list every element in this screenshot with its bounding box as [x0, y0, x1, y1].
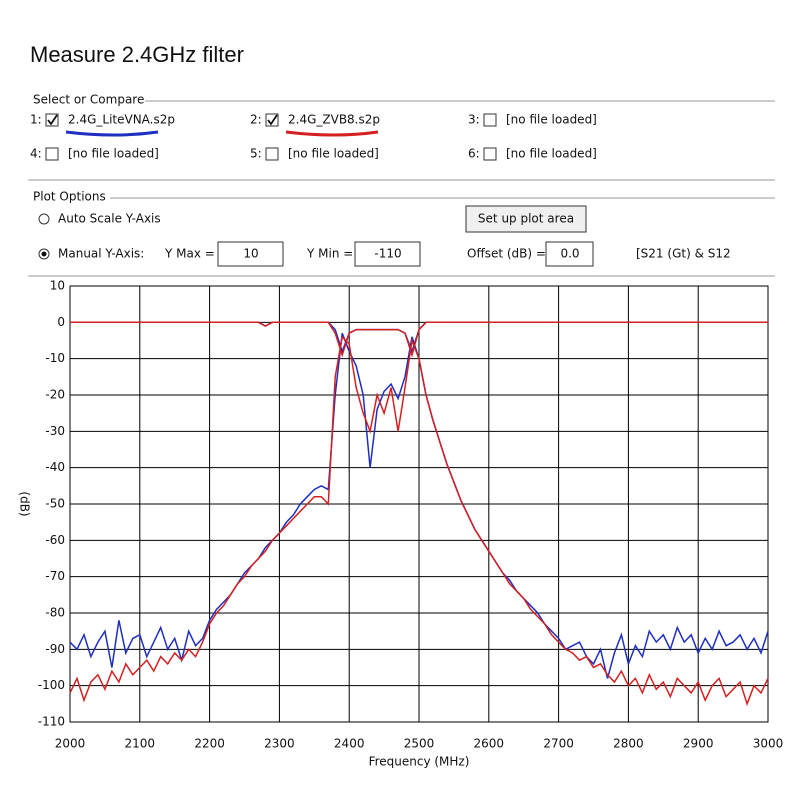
chart: -110-100-90-80-70-60-50-40-30-20-1001020… — [18, 279, 784, 769]
checkbox[interactable] — [265, 147, 279, 161]
button[interactable] — [465, 205, 587, 233]
mode-label: [S21 (Gt) & S12 — [636, 247, 731, 261]
page-title: Measure 2.4GHz filter — [30, 42, 244, 67]
field-label: Y Max = — [164, 247, 215, 261]
checkbox[interactable] — [45, 147, 59, 161]
x-tick-label: 2300 — [264, 737, 295, 751]
y-tick-label: -110 — [38, 715, 65, 729]
x-axis-title: Frequency (MHz) — [369, 755, 470, 769]
y-tick-label: -50 — [45, 497, 65, 511]
x-tick-label: 2100 — [125, 737, 156, 751]
input[interactable] — [354, 241, 421, 267]
radio[interactable] — [38, 213, 50, 225]
slot-underline — [65, 130, 159, 137]
checkbox[interactable] — [483, 113, 497, 127]
y-tick-label: -100 — [38, 678, 65, 692]
input-value[interactable]: -110 — [374, 247, 401, 261]
x-tick-label: 2500 — [404, 737, 435, 751]
slot-underline — [285, 130, 379, 137]
field-label: Y Min = — [306, 247, 353, 261]
data-line — [70, 321, 768, 358]
group-title: Select or Compare — [33, 93, 144, 107]
slot-label[interactable]: [no file loaded] — [68, 147, 159, 161]
radio-dot — [41, 251, 47, 257]
slot-label[interactable]: [no file loaded] — [506, 147, 597, 161]
x-tick-label: 2400 — [334, 737, 365, 751]
x-tick-label: 2000 — [55, 737, 86, 751]
slot-label[interactable]: [no file loaded] — [506, 113, 597, 127]
x-tick-label: 2200 — [194, 737, 225, 751]
input-value[interactable]: 10 — [243, 247, 258, 261]
y-axis-title: (dB) — [18, 491, 32, 516]
y-tick-label: -20 — [45, 388, 65, 402]
slot-label[interactable]: 2.4G_ZVB8.s2p — [288, 113, 380, 127]
y-tick-label: -60 — [45, 533, 65, 547]
x-tick-label: 3000 — [753, 737, 784, 751]
x-tick-label: 2700 — [543, 737, 574, 751]
x-tick-label: 2800 — [613, 737, 644, 751]
file-slots: 1: 2.4G_LiteVNA.s2p 2: 2.4G_ZVB8.s2p 3: [no f… — [30, 113, 597, 161]
slot-number: 6: — [468, 147, 480, 161]
group-title: Plot Options — [33, 190, 106, 204]
checkmark — [267, 114, 278, 126]
y-tick-label: -10 — [45, 351, 65, 365]
y-tick-label: -70 — [45, 569, 65, 583]
y-tick-label: -90 — [45, 642, 65, 656]
y-tick-label: -30 — [45, 424, 65, 438]
field-label: Offset (dB) = — [467, 247, 546, 261]
input[interactable] — [217, 241, 284, 267]
slot-number: 5: — [250, 147, 262, 161]
y-tick-label: -80 — [45, 606, 65, 620]
slot-number: 3: — [468, 113, 480, 127]
checkbox[interactable] — [483, 147, 497, 161]
slot-label[interactable]: [no file loaded] — [288, 147, 379, 161]
slot-number: 4: — [30, 147, 42, 161]
checkmark — [47, 114, 58, 126]
input[interactable] — [545, 241, 594, 267]
x-tick-label: 2900 — [683, 737, 714, 751]
x-tick-label: 2600 — [474, 737, 505, 751]
radio-label[interactable]: Auto Scale Y-Axis — [58, 212, 161, 226]
button-label[interactable]: Set up plot area — [478, 212, 574, 226]
y-tick-label: 0 — [57, 315, 65, 329]
input-value[interactable]: 0.0 — [560, 247, 579, 261]
y-tick-label: 10 — [50, 279, 65, 293]
data-line — [69, 335, 769, 707]
radio-label[interactable]: Manual Y-Axis: — [58, 247, 144, 261]
slot-number: 2: — [250, 113, 262, 127]
slot-number: 1: — [30, 113, 42, 127]
slot-label[interactable]: 2.4G_LiteVNA.s2p — [68, 113, 175, 127]
y-tick-label: -40 — [45, 460, 65, 474]
